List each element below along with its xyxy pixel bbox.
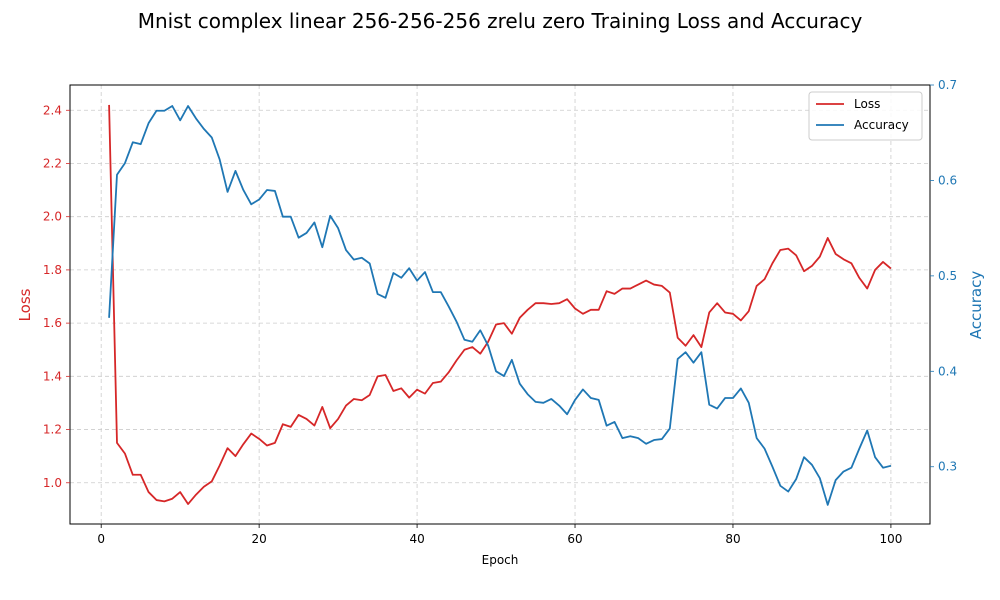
x-tick-label: 0 bbox=[97, 532, 105, 546]
legend-loss-label: Loss bbox=[854, 97, 880, 111]
left-y-axis: 1.0 1.2 1.4 1.6 1.8 2.0 2.2 2.4 bbox=[43, 103, 70, 490]
left-y-tick-label: 2.4 bbox=[43, 103, 62, 117]
right-y-tick-label: 0.6 bbox=[938, 173, 957, 187]
left-y-tick-label: 2.2 bbox=[43, 156, 62, 170]
left-y-tick-label: 1.0 bbox=[43, 476, 62, 490]
x-axis-label: Epoch bbox=[482, 553, 519, 567]
left-y-tick-label: 1.8 bbox=[43, 263, 62, 277]
right-y-tick-label: 0.5 bbox=[938, 269, 957, 283]
x-tick-label: 20 bbox=[251, 532, 266, 546]
left-y-axis-label: Loss bbox=[16, 288, 34, 321]
right-y-tick-label: 0.7 bbox=[938, 78, 957, 92]
left-y-tick-label: 1.4 bbox=[43, 369, 62, 383]
right-y-tick-label: 0.3 bbox=[938, 460, 957, 474]
x-tick-label: 60 bbox=[567, 532, 582, 546]
x-tick-label: 100 bbox=[879, 532, 902, 546]
x-tick-label: 80 bbox=[725, 532, 740, 546]
x-tick-label: 40 bbox=[409, 532, 424, 546]
right-y-axis: 0.3 0.4 0.5 0.6 0.7 bbox=[930, 78, 957, 474]
plot-frame bbox=[69, 84, 931, 525]
series-layer bbox=[108, 104, 892, 506]
right-y-axis-label: Accuracy bbox=[967, 271, 985, 340]
right-y-tick-label: 0.4 bbox=[938, 364, 957, 378]
accuracy-series-line bbox=[108, 105, 892, 506]
grid-lines bbox=[70, 85, 930, 524]
left-y-tick-label: 1.6 bbox=[43, 316, 62, 330]
x-axis: 0 20 40 60 80 100 bbox=[97, 524, 902, 546]
chart-title: Mnist complex linear 256-256-256 zrelu z… bbox=[138, 9, 863, 33]
loss-series-line bbox=[108, 104, 892, 505]
left-y-tick-label: 1.2 bbox=[43, 423, 62, 437]
legend-accuracy-label: Accuracy bbox=[854, 118, 909, 132]
legend: Loss Accuracy bbox=[808, 91, 923, 141]
left-y-tick-label: 2.0 bbox=[43, 210, 62, 224]
